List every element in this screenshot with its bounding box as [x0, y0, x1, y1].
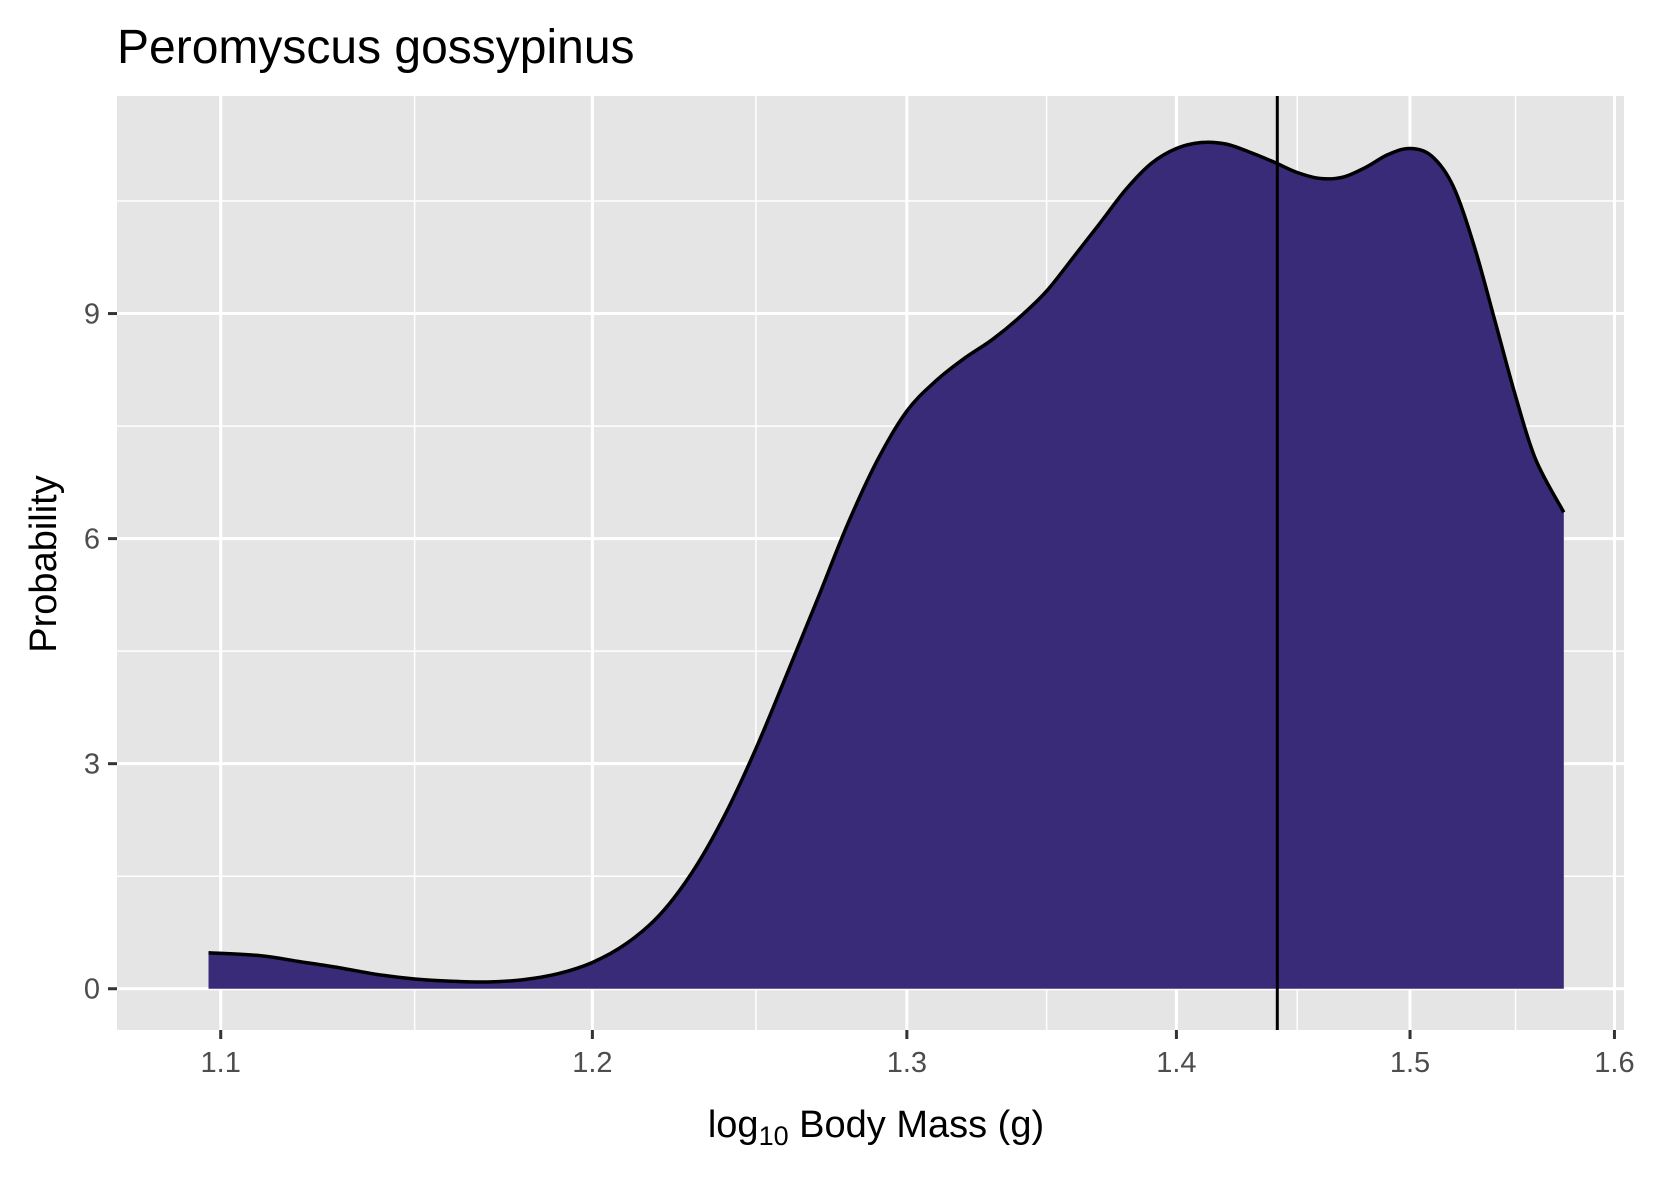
x-tick-label: 1.6 — [1594, 1047, 1634, 1079]
x-axis-title: log10 Body Mass (g) — [708, 1104, 1044, 1151]
x-tick-label: 1.5 — [1390, 1047, 1430, 1079]
x-axis-title-rest: Body Mass (g) — [789, 1104, 1045, 1146]
x-axis-title-prefix: log — [708, 1104, 759, 1146]
density-area — [208, 142, 1564, 989]
x-tick-label: 1.1 — [201, 1047, 241, 1079]
y-tick-label: 3 — [84, 749, 100, 781]
chart-title: Peromyscus gossypinus — [117, 21, 635, 74]
y-axis-title: Probability — [23, 475, 65, 652]
x-tick-label: 1.3 — [887, 1047, 927, 1079]
y-tick-label: 6 — [84, 524, 100, 556]
x-tick-label: 1.2 — [572, 1047, 612, 1079]
y-axis-ticks: 0 3 6 9 — [84, 299, 117, 1006]
x-axis-title-subscript: 10 — [759, 1121, 789, 1151]
density-curve — [208, 140, 1566, 984]
x-tick-label: 1.4 — [1156, 1047, 1196, 1079]
y-tick-label: 9 — [84, 299, 100, 331]
y-tick-label: 0 — [84, 974, 100, 1006]
x-axis-ticks: 1.1 1.2 1.3 1.4 1.5 1.6 — [201, 1030, 1635, 1079]
